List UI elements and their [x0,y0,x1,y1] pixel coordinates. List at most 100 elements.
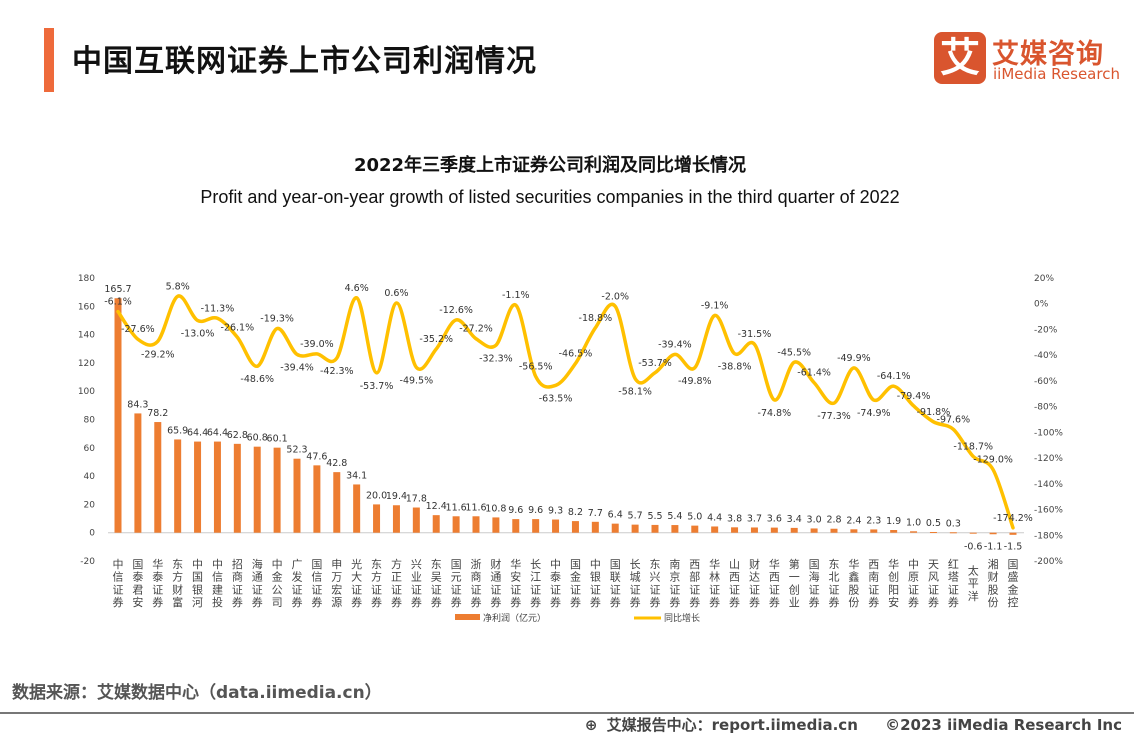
growth-value-label: -39.4% [658,339,692,350]
logo-en-text: iiMedia Research [993,65,1120,83]
profit-bar [154,422,162,533]
footer-divider [0,712,1134,714]
bar-value-label: 3.6 [767,514,782,525]
growth-value-label: -19.3% [260,314,294,325]
y-right-tick-label: -140% [1034,480,1063,490]
x-category-label: 国海证券 [809,558,820,609]
x-category-label: 国盛金控 [1008,558,1019,609]
growth-value-label: 0.6% [384,288,408,299]
profit-bar [571,521,579,533]
growth-value-label: -129.0% [973,455,1013,466]
profit-bar [432,515,440,533]
growth-value-label: -174.2% [993,513,1033,524]
profit-bar [810,528,818,533]
profit-bar [194,441,202,533]
data-source: 数据来源：艾媒数据中心（data.iimedia.cn） [12,683,382,703]
profit-bar [313,465,321,533]
iimedia-logo: 艾 艾媒咨询 iiMedia Research [934,32,1134,88]
growth-value-label: -32.3% [479,353,513,364]
x-category-label: 红塔证券 [948,558,959,609]
x-category-label: 东方财富 [172,558,183,609]
growth-value-label: -118.7% [953,441,993,452]
x-category-label: 中信证券 [113,558,124,609]
growth-value-label: -27.6% [121,324,155,335]
bar-value-label: 42.8 [326,458,347,469]
growth-value-label: -74.8% [758,408,792,419]
legend-bar-label: 净利润（亿元） [483,612,546,624]
growth-value-label: -58.1% [618,386,652,397]
growth-value-label: -45.5% [777,347,811,358]
profit-bar [213,441,221,533]
growth-value-label: -13.0% [181,328,215,339]
x-category-label: 华创阳安 [888,557,899,609]
bar-value-label: 34.1 [346,470,367,481]
y-right-tick-label: 0% [1034,300,1049,310]
profit-bar [174,439,182,533]
bar-value-label: 6.4 [608,510,623,521]
x-category-label: 财达证券 [749,557,760,609]
profit-bar [293,458,301,533]
bar-value-label: 64.4 [187,428,208,439]
profit-bar [492,517,500,533]
growth-value-label: -27.2% [459,324,493,335]
x-category-label: 国金证券 [570,558,581,609]
profit-bar [989,532,997,535]
bar-value-label: 5.7 [628,511,643,522]
bar-value-label: 3.4 [787,514,802,525]
bar-value-label: 60.8 [247,433,268,444]
bar-value-label: 5.0 [687,512,702,523]
x-category-label: 东吴证券 [431,558,442,609]
x-category-label: 中泰证券 [550,558,561,609]
x-category-label: 国信证券 [311,558,322,609]
bar-value-label: 1.9 [886,516,901,527]
bar-value-label: 0.5 [926,518,941,529]
footer-report-link[interactable]: 艾媒报告中心：report.iimedia.cn [606,716,858,734]
x-category-label: 中信建投 [212,558,223,609]
y-right-tick-label: -200% [1034,557,1063,567]
growth-value-label: -46.5% [559,349,593,360]
growth-value-label: -31.5% [738,329,772,340]
growth-value-label: -56.5% [519,361,553,372]
profit-bar [949,532,957,534]
x-category-label: 浙商证券 [471,558,482,609]
growth-value-label: -91.8% [917,407,951,418]
bar-value-label: 5.4 [667,511,682,522]
x-category-label: 财通证券 [490,557,501,609]
growth-value-label: -77.3% [817,411,851,422]
y-left-tick-label: 100 [78,387,95,397]
x-category-label: 申万宏源 [331,558,342,609]
bar-value-label: 47.6 [306,451,327,462]
growth-value-label: -2.0% [601,291,629,302]
y-right-tick-label: -100% [1034,428,1063,438]
profit-bar [731,527,739,533]
growth-value-label: -39.0% [300,339,334,350]
y-right-tick-label: -20% [1034,325,1058,335]
y-left-tick-label: 140 [78,331,95,341]
y-left-tick-label: 180 [78,274,95,284]
legend-line-label: 同比增长 [664,612,700,624]
bar-value-label: 0.3 [946,518,961,529]
bar-value-label: 9.6 [508,505,523,516]
growth-value-label: -49.9% [837,353,871,364]
bar-value-label: 5.5 [647,511,662,522]
bar-value-label: 2.4 [846,515,861,526]
profit-bar [611,523,619,533]
profit-bar [373,504,381,533]
bar-value-label: 19.4 [386,491,407,502]
x-category-label: 国元证券 [451,558,462,609]
bar-value-label: 84.3 [127,399,148,410]
growth-value-label: 5.8% [166,281,190,292]
x-category-label: 长江证券 [530,558,541,609]
x-category-label: 第一创业 [789,557,800,609]
growth-value-label: -26.1% [221,322,255,333]
profit-bar [929,531,937,533]
title-accent-bar [44,28,54,92]
bar-value-label: 64.4 [207,428,228,439]
y-left-tick-label: 160 [78,302,95,312]
bar-value-label: 3.0 [807,514,822,525]
page-title: 中国互联网证券上市公司利润情况 [72,44,537,79]
growth-value-label: -79.4% [897,391,931,402]
profit-bar [790,527,798,533]
bar-value-label: 62.8 [227,430,248,441]
growth-value-label: -49.8% [678,376,712,387]
